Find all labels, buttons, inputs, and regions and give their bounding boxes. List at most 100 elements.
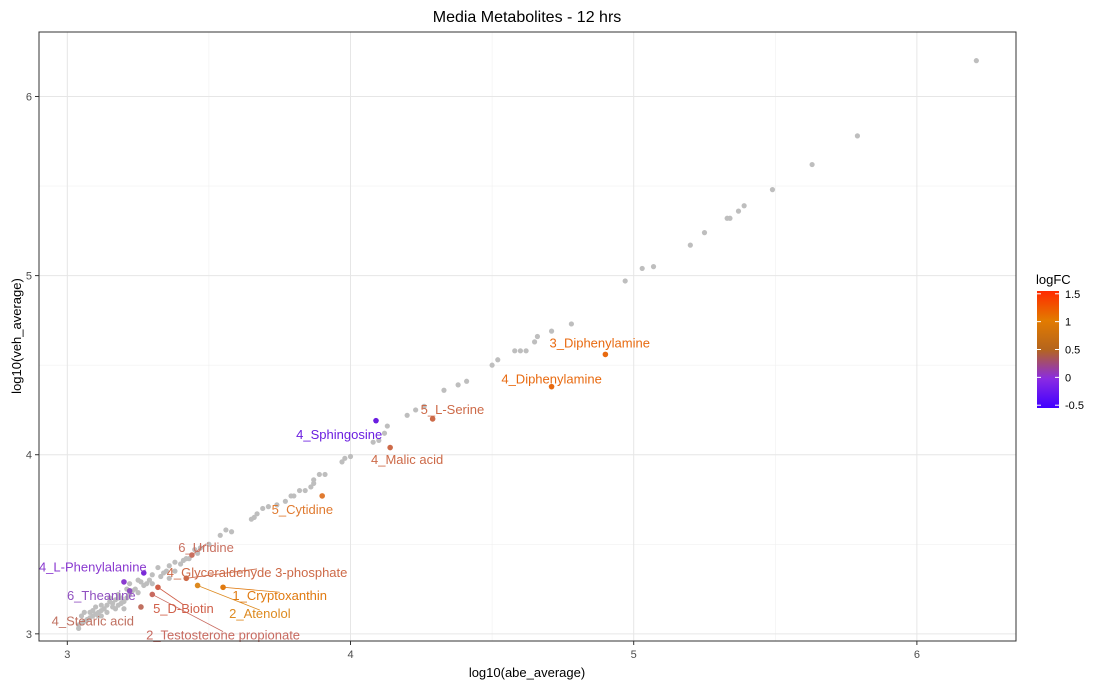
data-point: [288, 493, 294, 499]
x-tick-label: 4: [347, 649, 353, 661]
data-point: [370, 439, 376, 445]
y-tick-label: 3: [26, 629, 32, 641]
legend-tick-label: 1.5: [1065, 289, 1080, 301]
label-leader-line: [157, 586, 184, 606]
point-label: 5_L-Serine: [421, 402, 485, 417]
x-tick-label: 5: [631, 649, 637, 661]
point-label: 5_D-Biotin: [153, 601, 214, 616]
highlighted-point: [126, 588, 133, 594]
point-label: 4_Malic acid: [371, 452, 443, 467]
data-point: [687, 242, 693, 248]
data-point: [495, 357, 501, 363]
data-point: [124, 595, 130, 601]
data-point: [523, 348, 529, 354]
color-legend: logFC 1.5 1 0.5 0 -0.5: [1036, 272, 1084, 412]
data-point: [98, 602, 104, 608]
data-point: [316, 471, 322, 478]
data-point: [622, 278, 628, 284]
data-point: [260, 505, 266, 512]
data-point: [166, 575, 172, 581]
data-point: [104, 602, 110, 608]
data-point: [489, 362, 495, 368]
highlighted-point: [319, 493, 325, 499]
point-label: 4_L-Phenylalanine: [39, 560, 147, 575]
y-axis-ticks: 3 4 5 6: [26, 91, 39, 641]
data-point: [548, 328, 555, 334]
x-tick-label: 3: [64, 649, 70, 661]
data-point: [531, 339, 538, 345]
y-tick-label: 6: [26, 91, 32, 103]
highlighted-point: [602, 351, 609, 358]
legend-tick-label: 0.5: [1065, 345, 1080, 357]
points-layer: [76, 58, 979, 632]
point-label: 3_Diphenylamine: [549, 336, 649, 351]
data-point: [115, 591, 121, 598]
data-point: [161, 570, 167, 576]
data-point: [166, 563, 172, 569]
data-point: [342, 455, 348, 461]
data-point: [155, 564, 161, 571]
data-point: [149, 572, 155, 578]
label-leader-line: [223, 586, 280, 593]
highlighted-point: [121, 579, 127, 585]
highlighted-point: [140, 570, 147, 576]
label-leader-line: [186, 568, 258, 579]
data-point: [376, 437, 382, 443]
x-axis-ticks: 3 4 5 6: [64, 641, 920, 661]
data-point: [339, 459, 345, 465]
data-point: [973, 58, 979, 64]
data-point: [104, 609, 110, 615]
data-point: [455, 382, 461, 388]
data-point: [254, 511, 260, 517]
grid-lines: [39, 32, 1016, 641]
point-label: 2_Testosterone propionate: [146, 628, 300, 643]
data-point: [347, 453, 354, 460]
data-point: [192, 547, 198, 553]
data-point: [274, 502, 280, 508]
data-point: [265, 504, 271, 510]
highlighted-point: [373, 417, 379, 424]
point-label: 1_Cryptoxanthin: [232, 588, 327, 603]
data-point: [127, 581, 133, 587]
data-point: [296, 487, 303, 494]
point-label: 4_Stearic acid: [52, 613, 134, 628]
data-point: [534, 333, 541, 340]
data-point: [769, 187, 776, 193]
data-point: [512, 348, 518, 354]
legend-title: logFC: [1036, 272, 1071, 287]
data-point: [384, 423, 390, 429]
data-point: [76, 622, 82, 628]
label-leader-line: [152, 594, 224, 632]
x-tick-label: 6: [914, 649, 920, 661]
point-label: 2_Atenolol: [229, 606, 291, 621]
data-point: [172, 568, 178, 574]
legend-tick-label: -0.5: [1065, 400, 1084, 412]
data-point: [639, 265, 645, 272]
data-point: [809, 161, 815, 168]
data-point: [741, 203, 747, 209]
data-point: [322, 471, 328, 478]
data-point: [107, 595, 113, 601]
data-point: [121, 606, 127, 612]
data-point: [87, 609, 93, 615]
data-point: [81, 609, 87, 615]
legend-tick-label: 0: [1065, 372, 1071, 384]
highlighted-point: [387, 444, 393, 451]
data-point: [854, 133, 861, 139]
data-point: [311, 477, 317, 483]
data-point: [146, 577, 153, 583]
data-point: [302, 487, 308, 494]
data-point: [311, 480, 317, 486]
chart-title: Media Metabolites - 12 hrs: [433, 9, 622, 26]
point-label: 4_Sphingosine: [296, 427, 382, 442]
data-point: [206, 541, 212, 547]
data-point: [517, 348, 524, 354]
data-point: [135, 590, 141, 596]
data-point: [172, 559, 178, 565]
label-leader-line: [197, 585, 261, 611]
data-point: [112, 597, 119, 603]
data-point: [95, 613, 102, 619]
point-label: 4_Glyceraldehyde 3-phosphate: [167, 565, 348, 580]
labels-layer: 3_Diphenylamine 4_Diphenylamine 5_L-Serine…: [39, 336, 650, 643]
